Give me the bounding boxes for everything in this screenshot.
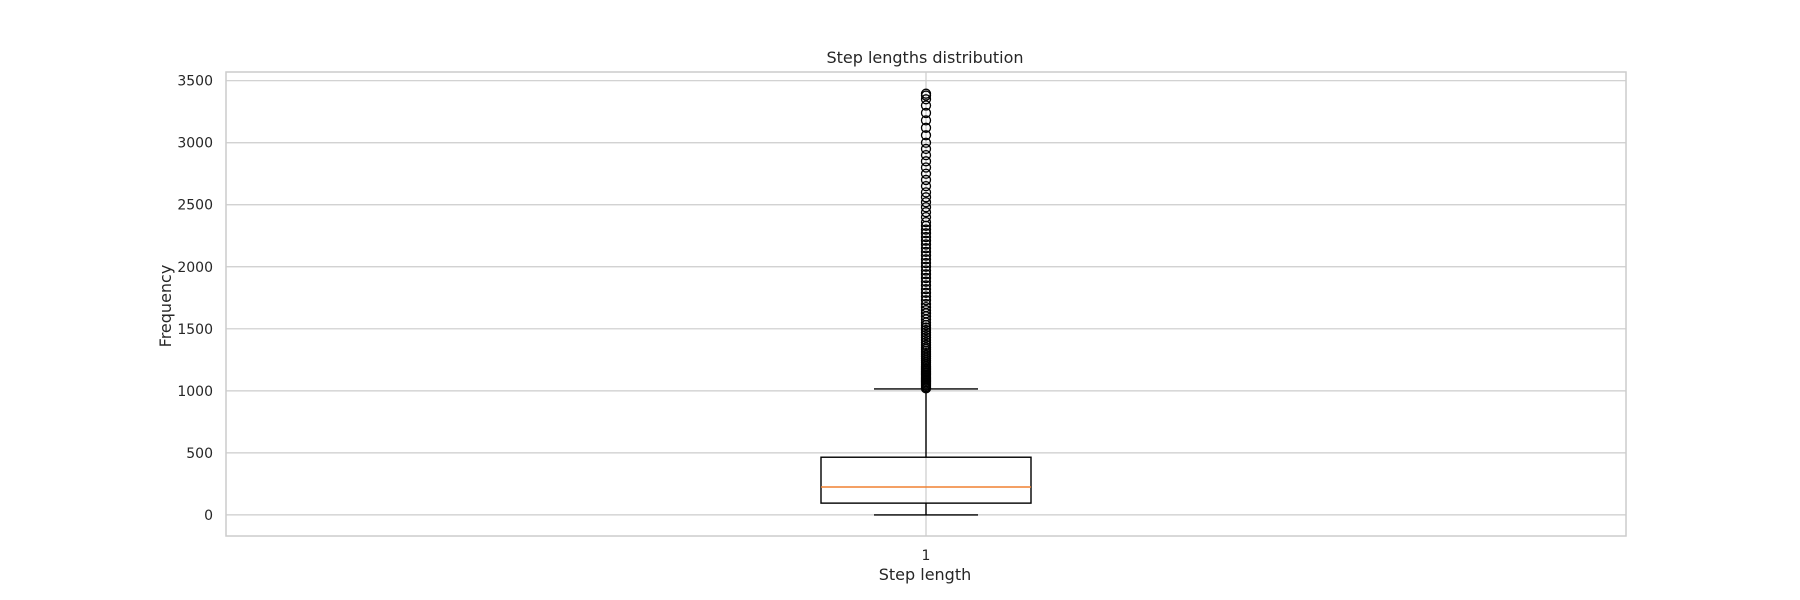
box-plot xyxy=(820,388,1032,516)
y-tick-label: 2500 xyxy=(177,198,213,214)
outlier-point xyxy=(920,261,932,272)
outlier-point xyxy=(920,100,932,111)
outlier-point xyxy=(920,254,932,265)
outlier-point xyxy=(920,162,932,173)
outlier-point xyxy=(920,269,932,280)
outlier-point xyxy=(920,143,932,155)
outlier-point xyxy=(920,265,932,276)
outlier-point xyxy=(920,228,932,239)
x-axis-ticks: 1 xyxy=(922,548,931,564)
outlier-point xyxy=(920,94,932,105)
outlier-point xyxy=(920,235,932,246)
y-tick-label: 500 xyxy=(186,446,213,462)
outlier-point xyxy=(920,216,932,228)
outlier-point xyxy=(920,168,932,179)
x-axis-label: Step length xyxy=(879,565,972,584)
outlier-point xyxy=(920,280,932,291)
outlier-point xyxy=(920,257,932,269)
interquartile-box xyxy=(820,456,1032,504)
outlier-point xyxy=(920,298,932,310)
outlier-point xyxy=(920,149,932,161)
outlier-point xyxy=(920,243,932,254)
x-tick-label: 1 xyxy=(922,548,931,564)
outlier-point xyxy=(920,156,932,167)
y-tick-label: 2000 xyxy=(177,260,213,276)
y-tick-label: 3000 xyxy=(177,136,213,152)
outlier-point xyxy=(920,107,932,119)
outlier-points xyxy=(920,88,932,394)
outlier-point xyxy=(920,180,932,192)
outlier-point xyxy=(920,122,932,133)
outlier-point xyxy=(920,291,932,302)
outlier-point xyxy=(920,283,932,295)
y-tick-label: 0 xyxy=(204,508,213,524)
outlier-point xyxy=(920,202,932,213)
outlier-point xyxy=(920,224,932,235)
outlier-point xyxy=(920,130,932,141)
outlier-point xyxy=(920,137,932,148)
y-tick-label: 3500 xyxy=(177,74,213,90)
outlier-point xyxy=(920,88,932,99)
y-tick-label: 1500 xyxy=(177,322,213,338)
outlier-point xyxy=(920,212,932,223)
outlier-point xyxy=(920,250,932,261)
outlier-point xyxy=(920,305,932,316)
outlier-point xyxy=(920,197,932,208)
y-axis-label: Frequency xyxy=(156,265,175,348)
grid-lines xyxy=(226,72,1626,536)
outlier-point xyxy=(920,272,932,284)
outlier-point xyxy=(920,192,932,203)
outlier-point xyxy=(920,174,932,186)
outlier-point xyxy=(920,115,932,126)
plot-area-frame xyxy=(225,71,1627,537)
outlier-point xyxy=(920,276,932,287)
outlier-point xyxy=(920,287,932,298)
outlier-point xyxy=(920,246,932,258)
outlier-point xyxy=(920,187,932,198)
outlier-point xyxy=(920,295,932,306)
chart-title: Step lengths distribution xyxy=(826,48,1023,67)
y-tick-label: 1000 xyxy=(177,384,213,400)
outlier-point xyxy=(920,231,932,243)
outlier-point xyxy=(920,301,932,313)
outlier-point xyxy=(920,239,932,250)
y-axis-ticks: 0 500 1000 1500 2000 2500 3000 3500 xyxy=(177,74,213,524)
outlier-point xyxy=(920,207,932,218)
